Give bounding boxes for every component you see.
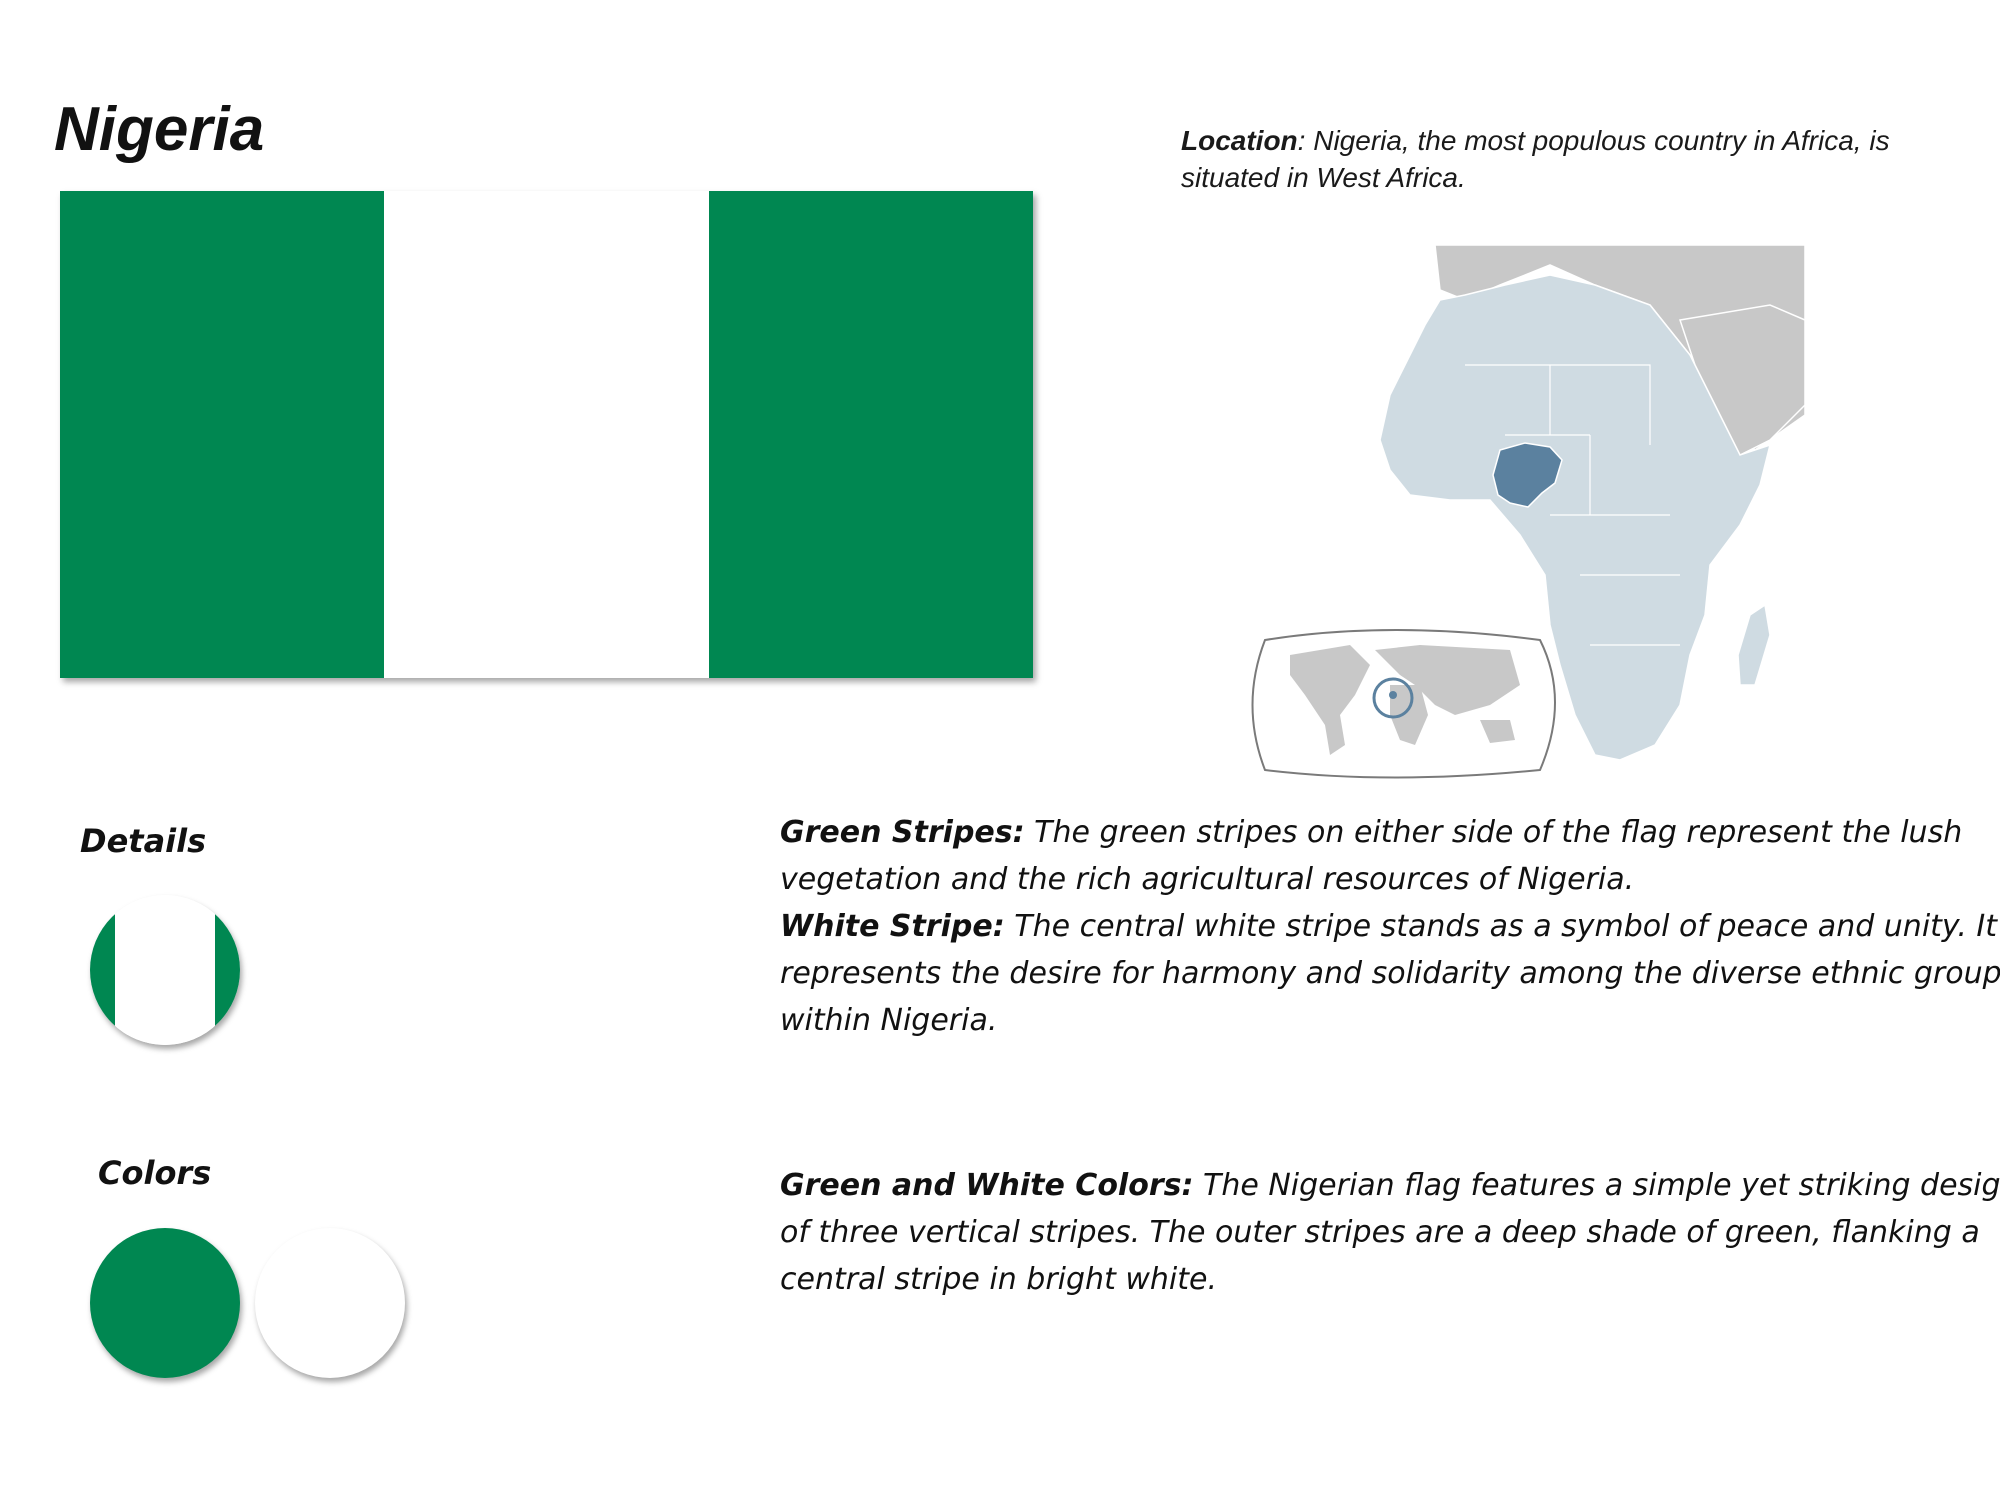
flag-stripe-green-left [60, 191, 385, 678]
page-title: Nigeria [54, 95, 265, 164]
nigeria-flag [60, 191, 1033, 678]
flag-circle-icon [90, 895, 240, 1045]
white-color-swatch [255, 1228, 405, 1378]
green-stripes-text: The green stripes on either side of the … [780, 815, 1963, 897]
flag-stripe-green-right [708, 191, 1033, 678]
colors-text: The Nigerian flag features a simple yet … [780, 1168, 2000, 1297]
white-stripe-text: The central white stripe stands as a sym… [780, 909, 2000, 1038]
map-nigeria-highlight [1492, 442, 1563, 508]
map-africa-land [1379, 274, 1772, 761]
flag-stripe-white-center [384, 191, 709, 678]
green-stripes-label: Green Stripes: [780, 815, 1025, 850]
map-madagascar-land [1737, 603, 1771, 686]
stripes-description: Green Stripes: The green stripes on eith… [780, 809, 2000, 1044]
africa-locator-map [1251, 245, 1805, 779]
location-description: : Nigeria, the most populous country in … [1181, 125, 1890, 193]
location-text: Location: Nigeria, the most populous cou… [1181, 122, 1981, 196]
location-label: Location [1181, 125, 1298, 156]
colors-heading: Colors [98, 1154, 212, 1192]
colors-description: Green and White Colors: The Nigerian fla… [780, 1162, 2000, 1303]
world-inset-map [1251, 629, 1556, 779]
colors-label: Green and White Colors: [780, 1168, 1194, 1203]
white-stripe-label: White Stripe: [780, 909, 1005, 944]
green-color-swatch [90, 1228, 240, 1378]
details-heading: Details [80, 822, 207, 860]
